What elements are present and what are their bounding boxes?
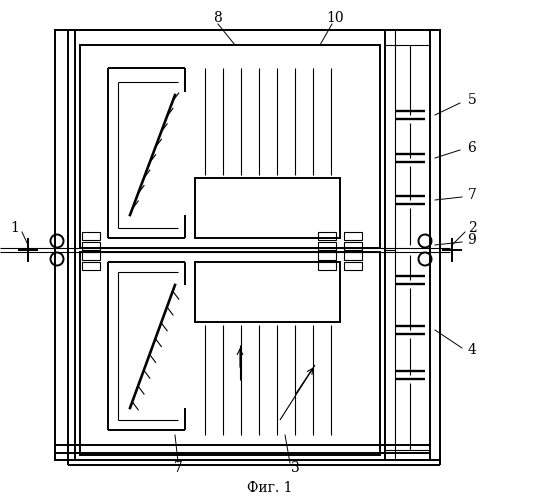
Bar (318, 232, 336, 240)
Text: 3: 3 (290, 461, 299, 475)
Bar (195, 178, 340, 238)
Bar (385, 30, 440, 460)
Bar (318, 262, 336, 270)
Bar (82, 232, 100, 240)
Bar (82, 262, 100, 270)
Text: 10: 10 (326, 11, 344, 25)
Bar (344, 232, 362, 240)
Text: 7: 7 (173, 461, 183, 475)
Text: Фиг. 1: Фиг. 1 (247, 481, 293, 495)
Bar (344, 252, 362, 260)
Text: 1: 1 (10, 221, 20, 235)
Text: 8: 8 (214, 11, 223, 25)
Bar (80, 252, 380, 455)
Bar (344, 242, 362, 250)
Bar (55, 30, 430, 460)
Bar (82, 252, 100, 260)
Bar (344, 262, 362, 270)
Text: 7: 7 (468, 188, 476, 202)
Bar (82, 242, 100, 250)
Text: 6: 6 (468, 141, 476, 155)
Text: 2: 2 (468, 221, 476, 235)
Bar (80, 45, 380, 248)
Text: 4: 4 (468, 343, 476, 357)
Bar (318, 252, 336, 260)
Text: 5: 5 (468, 93, 476, 107)
Bar (195, 262, 340, 322)
Text: 9: 9 (468, 233, 476, 247)
Bar (318, 242, 336, 250)
